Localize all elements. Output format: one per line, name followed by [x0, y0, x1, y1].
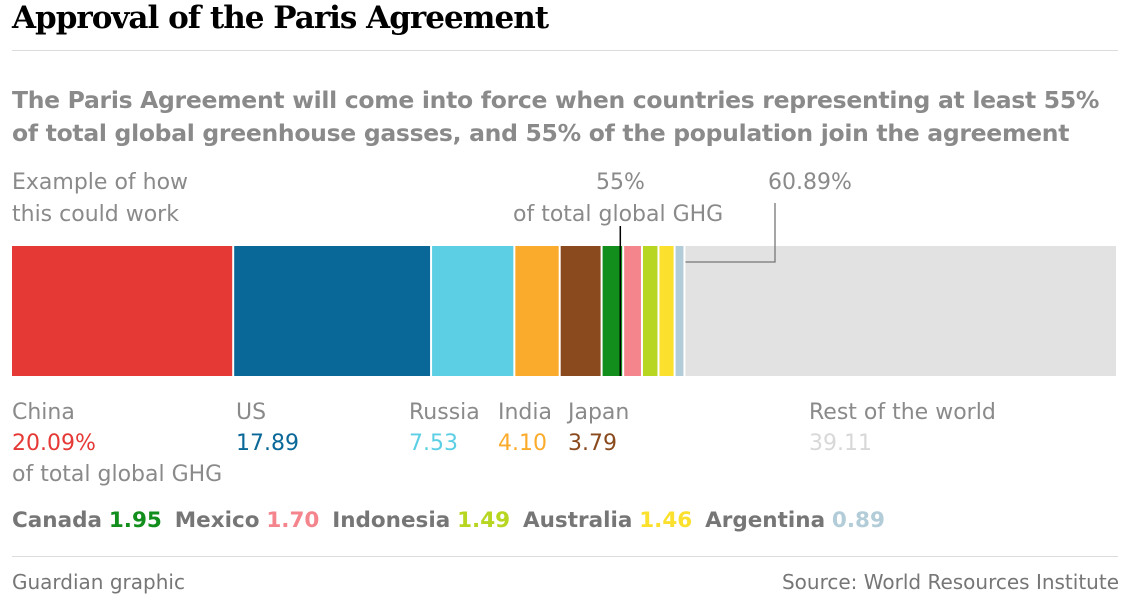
legend-name-canada: Canada — [12, 508, 102, 533]
credit-text: Guardian graphic — [12, 570, 185, 594]
legend-value-canada: 1.95 — [108, 508, 162, 533]
bar-segment-china — [12, 246, 233, 376]
header-divider — [12, 50, 1118, 51]
example-note: Example of how this could work — [12, 170, 189, 227]
source-text: Source: World Resources Institute — [781, 570, 1119, 594]
threshold-value-label: 55% — [596, 170, 645, 195]
value-label-russia: 7.53 — [409, 431, 458, 456]
bar-segment-india — [515, 246, 559, 376]
bar-segment-us — [234, 246, 431, 376]
value-label-china: 20.09% — [12, 431, 96, 456]
threshold-text-label: of total global GHG — [513, 202, 724, 227]
legend-value-indonesia: 1.49 — [457, 508, 511, 533]
bar-segment-russia — [432, 246, 514, 376]
category-label-india: India — [498, 400, 552, 425]
cumulative-label: 60.89% — [768, 170, 852, 195]
chart-subtitle: The Paris Agreement will come into force… — [12, 86, 1100, 147]
cumulative-leader-line — [685, 203, 776, 263]
category-label-rest: Rest of the world — [809, 400, 996, 425]
unit-note: of total global GHG — [12, 462, 223, 487]
footer-divider — [12, 556, 1118, 557]
category-label-japan: Japan — [568, 400, 630, 425]
bar-segment-indonesia — [642, 246, 658, 376]
bar-segment-japan — [560, 246, 601, 376]
legend-name-argentina: Argentina — [705, 508, 826, 533]
category-label-china: China — [12, 400, 75, 425]
value-label-us: 17.89 — [236, 431, 299, 456]
bar-segment-australia — [659, 246, 674, 376]
bar-segment-canada — [602, 246, 623, 376]
value-label-rest: 39.11 — [809, 431, 872, 456]
legend-name-mexico: Mexico — [174, 508, 260, 533]
small-countries-legend: Canada 1.95 Mexico 1.70 Indonesia 1.49 A… — [12, 506, 891, 536]
value-label-india: 4.10 — [498, 431, 547, 456]
legend-value-mexico: 1.70 — [266, 508, 320, 533]
category-label-russia: Russia — [409, 400, 480, 425]
value-label-japan: 3.79 — [568, 431, 617, 456]
legend-name-indonesia: Indonesia — [332, 508, 451, 533]
bar-segment-mexico — [624, 246, 641, 376]
bar-segment-rest-of-the-world — [685, 246, 1116, 376]
legend-name-australia: Australia — [522, 508, 633, 533]
chart-title: Approval of the Paris Agreement — [12, 0, 549, 36]
legend-value-australia: 1.46 — [639, 508, 693, 533]
category-label-us: US — [236, 400, 267, 425]
legend-value-argentina: 0.89 — [831, 508, 885, 533]
bar-segment-argentina — [675, 246, 684, 376]
